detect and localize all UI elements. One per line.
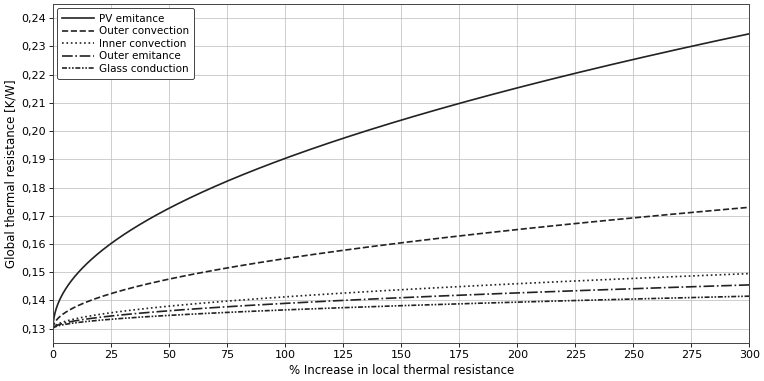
Line: Inner convection: Inner convection <box>53 274 749 329</box>
Outer convection <box>48 327 57 331</box>
PV emitance <box>724 36 733 40</box>
Glass conduction <box>724 295 733 299</box>
Outer emitance <box>724 283 733 288</box>
Outer emitance <box>745 283 754 287</box>
Inner convection <box>597 277 606 282</box>
Glass conduction <box>48 327 57 331</box>
Line: Outer emitance: Outer emitance <box>53 285 749 329</box>
Outer emitance <box>48 327 57 331</box>
Outer emitance <box>368 297 377 301</box>
Glass conduction <box>84 319 93 323</box>
Outer convection <box>387 242 397 246</box>
Inner convection <box>368 289 377 294</box>
Outer emitance <box>387 296 397 300</box>
Y-axis label: Global thermal resistance [K/W]: Global thermal resistance [K/W] <box>4 79 17 268</box>
PV emitance <box>745 32 754 36</box>
PV emitance <box>84 260 93 264</box>
Glass conduction <box>724 295 733 299</box>
Outer emitance <box>724 283 733 288</box>
Outer convection <box>724 207 733 211</box>
Inner convection <box>387 288 397 293</box>
Outer convection <box>84 299 93 304</box>
PV emitance <box>724 36 733 40</box>
X-axis label: % Increase in local thermal resistance: % Increase in local thermal resistance <box>289 364 514 377</box>
PV emitance <box>368 126 377 131</box>
Glass conduction <box>368 304 377 309</box>
Outer emitance <box>84 317 93 321</box>
Outer emitance <box>597 288 606 292</box>
Inner convection <box>724 272 733 277</box>
PV emitance <box>48 327 57 331</box>
Outer convection <box>597 219 606 223</box>
Line: Outer convection: Outer convection <box>53 207 749 329</box>
Legend: PV emitance, Outer convection, Inner convection, Outer emitance, Glass conductio: PV emitance, Outer convection, Inner con… <box>57 8 194 79</box>
Glass conduction <box>387 304 397 308</box>
Glass conduction <box>745 294 754 298</box>
Inner convection <box>745 271 754 276</box>
Line: PV emitance: PV emitance <box>53 34 749 329</box>
Outer convection <box>724 207 733 211</box>
Inner convection <box>84 314 93 319</box>
Glass conduction <box>597 298 606 302</box>
PV emitance <box>387 121 397 125</box>
Outer convection <box>368 244 377 249</box>
Line: Glass conduction: Glass conduction <box>53 296 749 329</box>
Inner convection <box>724 272 733 277</box>
Inner convection <box>48 327 57 331</box>
Outer convection <box>745 205 754 210</box>
PV emitance <box>597 65 606 69</box>
